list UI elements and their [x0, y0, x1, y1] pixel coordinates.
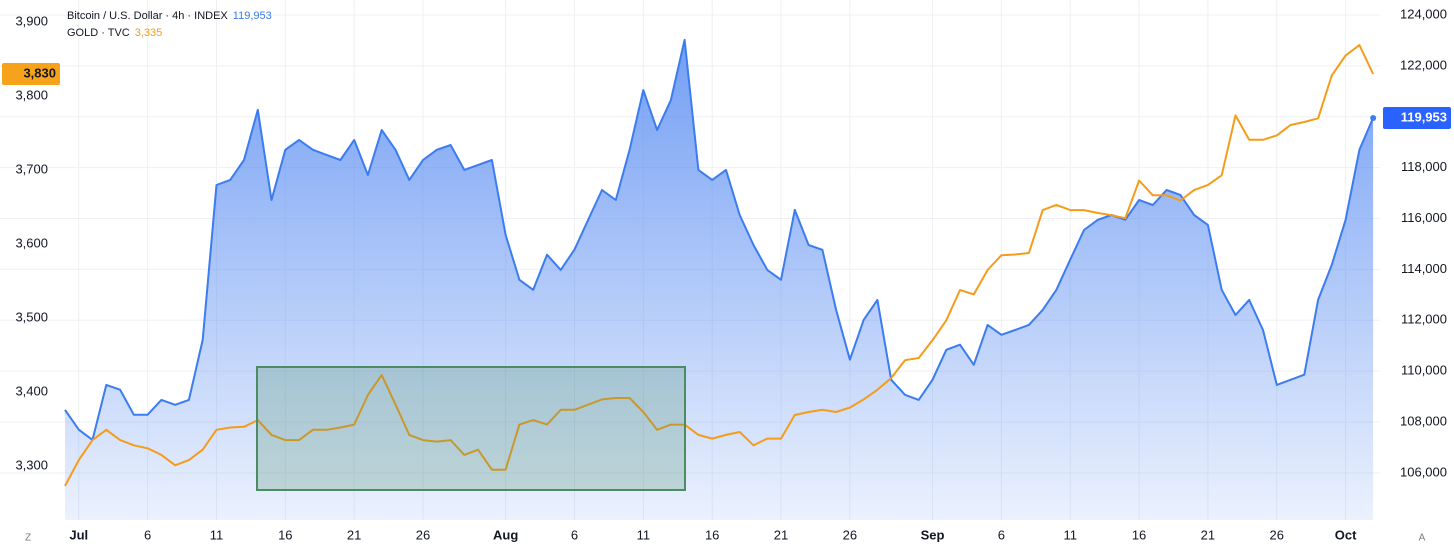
- x-tick-label: 6: [144, 527, 151, 542]
- y-tick-label: 3,600: [15, 236, 48, 251]
- x-tick-label: 16: [705, 527, 719, 542]
- y-tick-label: 3,700: [15, 162, 48, 177]
- x-tick-label: Oct: [1335, 527, 1357, 542]
- legend-name: Bitcoin / U.S. Dollar · 4h · INDEX: [67, 10, 228, 22]
- x-tick-label: 11: [210, 527, 224, 542]
- price-tag-label: 3,830: [23, 65, 56, 80]
- legend-value: 3,335: [135, 27, 163, 39]
- y-tick-label: 3,800: [15, 88, 48, 103]
- series-line: [64, 38, 1375, 441]
- x-tick-label: 21: [347, 527, 361, 542]
- x-tick-label: 26: [843, 527, 857, 542]
- y2-tick-label: 118,000: [1401, 159, 1447, 174]
- x-tick-label: 26: [416, 527, 430, 542]
- price-tag: [2, 62, 60, 85]
- series-line: [64, 44, 1375, 487]
- x-tick-label: 26: [1270, 527, 1284, 542]
- price-tag: [1383, 106, 1451, 129]
- auto-scale-button[interactable]: Z: [25, 533, 31, 544]
- legend-name: GOLD · TVC: [67, 27, 130, 39]
- y2-tick-label: 116,000: [1401, 210, 1447, 225]
- legend-value: 119,953: [233, 10, 272, 22]
- y-tick-label: 3,500: [15, 310, 48, 325]
- y2-tick-label: 112,000: [1401, 312, 1447, 327]
- x-tick-label: Aug: [493, 527, 518, 542]
- y-tick-label: 3,900: [15, 14, 48, 29]
- y2-tick-label: 106,000: [1400, 464, 1447, 479]
- auto-scale-button[interactable]: A: [1419, 533, 1426, 544]
- x-tick-label: Jul: [69, 527, 88, 542]
- last-point: [1370, 114, 1377, 121]
- price-tag-label: 119,953: [1401, 109, 1447, 124]
- x-tick-label: 16: [1132, 527, 1146, 542]
- y2-tick-label: 110,000: [1401, 363, 1447, 378]
- highlight-box: [256, 366, 686, 491]
- y-tick-label: 3,300: [15, 457, 48, 472]
- y2-tick-label: 114,000: [1401, 261, 1447, 276]
- x-tick-label: 11: [637, 527, 651, 542]
- y2-tick-label: 108,000: [1400, 413, 1447, 428]
- x-tick-label: 21: [774, 527, 788, 542]
- x-tick-label: 11: [1063, 527, 1077, 542]
- y2-tick-label: 122,000: [1400, 57, 1447, 72]
- x-tick-label: 21: [1201, 527, 1215, 542]
- x-tick-label: Sep: [921, 527, 945, 542]
- x-tick-label: 16: [278, 527, 292, 542]
- x-tick-label: 6: [998, 527, 1005, 542]
- y-tick-label: 3,400: [15, 383, 48, 398]
- area-fill: [65, 39, 1374, 521]
- y2-tick-label: 124,000: [1400, 6, 1447, 21]
- x-tick-label: 6: [571, 527, 578, 542]
